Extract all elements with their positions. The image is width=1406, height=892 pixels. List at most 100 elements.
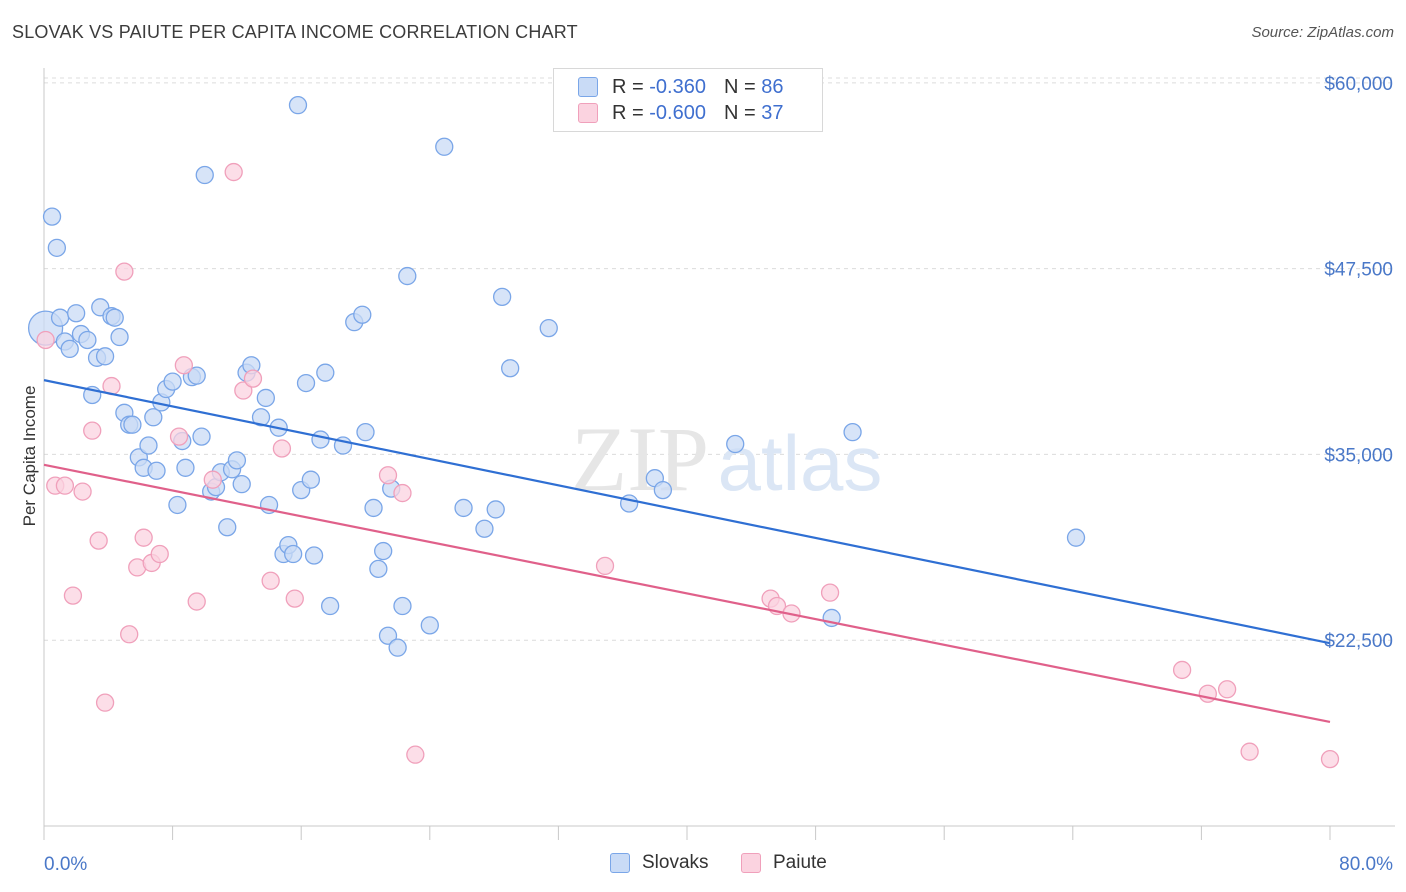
- slovaks-point: [60, 339, 79, 359]
- paiute-point: [63, 586, 83, 605]
- slovaks-point: [843, 422, 862, 442]
- paiute-point: [203, 470, 222, 489]
- y-tick-label: $47,500: [1324, 260, 1393, 281]
- paiute-point: [234, 381, 253, 400]
- slovaks-point: [435, 137, 454, 156]
- y-tick-label: $35,000: [1324, 445, 1393, 466]
- x-tick-label: 80.0%: [1339, 854, 1393, 875]
- paiute-point: [820, 583, 840, 602]
- slovaks-point: [284, 544, 303, 564]
- bottom-legend-swatch-slovaks: [610, 853, 630, 873]
- slovaks-point: [227, 451, 247, 470]
- paiute-point: [261, 571, 280, 590]
- slovaks-point: [123, 415, 142, 434]
- slovaks-point: [501, 359, 520, 378]
- bottom-legend-label-paiute: Paiute: [773, 852, 827, 873]
- y-axis-label: Per Capita Income: [20, 386, 39, 527]
- slovaks-point: [539, 318, 558, 338]
- paiute-point: [378, 466, 398, 485]
- paiute-point: [1172, 660, 1192, 680]
- paiute-point: [272, 439, 292, 458]
- paiute-point: [187, 592, 206, 611]
- slovaks-point: [311, 430, 330, 449]
- slovaks-point: [653, 480, 673, 500]
- slovaks-point: [67, 304, 86, 323]
- slovaks-point: [369, 559, 388, 579]
- bottom-legend-slovaks: Slovaks: [610, 852, 709, 874]
- slovaks-point: [78, 330, 97, 350]
- legend-swatch-paiute: [578, 103, 598, 123]
- slovaks-point: [726, 434, 745, 454]
- paiute-point: [55, 476, 75, 495]
- chart-title: SLOVAK VS PAIUTE PER CAPITA INCOME CORRE…: [12, 22, 578, 42]
- slovaks-point: [393, 596, 412, 616]
- legend-n-label: N =: [723, 75, 756, 98]
- paiute-point: [1217, 680, 1237, 699]
- paiute-trend-line: [43, 463, 1331, 724]
- slovaks-point: [356, 422, 375, 442]
- y-tick-label: $22,500: [1324, 631, 1393, 652]
- slovaks-point: [232, 475, 251, 494]
- legend-r-label: R =: [612, 101, 644, 124]
- slovaks-point: [301, 470, 320, 489]
- paiute-point: [1240, 742, 1259, 761]
- bottom-legend: Slovaks Paiute: [0, 852, 1406, 878]
- slovaks-point: [105, 308, 124, 327]
- slovaks-point: [168, 495, 187, 515]
- legend-n-value: 86: [761, 75, 784, 98]
- paiute-point: [95, 693, 115, 712]
- paiute-point: [174, 356, 194, 375]
- x-tick-label: 0.0%: [44, 854, 87, 875]
- chart-source: Source: ZipAtlas.com: [1251, 24, 1394, 41]
- slovaks-point: [50, 308, 70, 327]
- slovaks-point: [288, 96, 308, 115]
- slovaks-point: [163, 372, 182, 391]
- paiute-point: [285, 589, 304, 608]
- bottom-legend-paiute: Paiute: [741, 852, 827, 874]
- slovaks-point: [187, 366, 206, 385]
- paiute-point: [134, 528, 153, 547]
- paiute-point: [36, 330, 55, 350]
- slovaks-point: [374, 541, 393, 561]
- slovaks-point: [144, 408, 163, 427]
- paiute-point: [224, 162, 243, 182]
- slovaks-point: [110, 327, 129, 347]
- slovaks-trend-line: [43, 379, 1331, 645]
- slovaks-point: [42, 207, 62, 226]
- paiute-point: [393, 483, 412, 503]
- slovaks-point: [364, 498, 383, 518]
- legend-n-value: 37: [761, 101, 784, 124]
- legend-row-slovaks: R = -0.360 N = 86: [578, 75, 783, 99]
- slovaks-point: [95, 347, 115, 366]
- paiute-point: [169, 427, 189, 446]
- axes: [43, 68, 1395, 840]
- legend-r-label: R =: [612, 75, 644, 98]
- slovaks-point: [296, 373, 316, 393]
- slovaks-point: [1066, 528, 1086, 547]
- legend-r-value: -0.360: [649, 75, 706, 98]
- slovaks-point: [398, 266, 417, 286]
- legend: R = -0.360 N = 86 R = -0.600 N = 37: [553, 68, 823, 132]
- slovaks-point: [320, 596, 340, 616]
- y-tick-label: $60,000: [1324, 74, 1393, 95]
- slovaks-point: [47, 238, 67, 257]
- slovaks-point: [147, 461, 166, 480]
- paiute-point: [73, 482, 92, 501]
- slovaks-point: [256, 388, 275, 408]
- slovaks-point: [378, 626, 398, 645]
- slovaks-point: [316, 363, 335, 382]
- trend-lines: [43, 379, 1331, 724]
- slovaks-point: [304, 546, 324, 565]
- legend-row-paiute: R = -0.600 N = 37: [578, 101, 783, 125]
- paiute-point: [243, 369, 263, 388]
- paiute-point: [120, 625, 139, 644]
- legend-swatch-slovaks: [578, 77, 598, 97]
- bottom-legend-label-slovaks: Slovaks: [642, 852, 709, 873]
- slovaks-point: [492, 287, 512, 307]
- watermark-zip: ZIP: [571, 408, 709, 510]
- slovaks-point: [420, 616, 439, 635]
- paiute-point: [406, 745, 425, 764]
- paiute-point: [150, 544, 169, 564]
- paiute-point: [1320, 749, 1340, 769]
